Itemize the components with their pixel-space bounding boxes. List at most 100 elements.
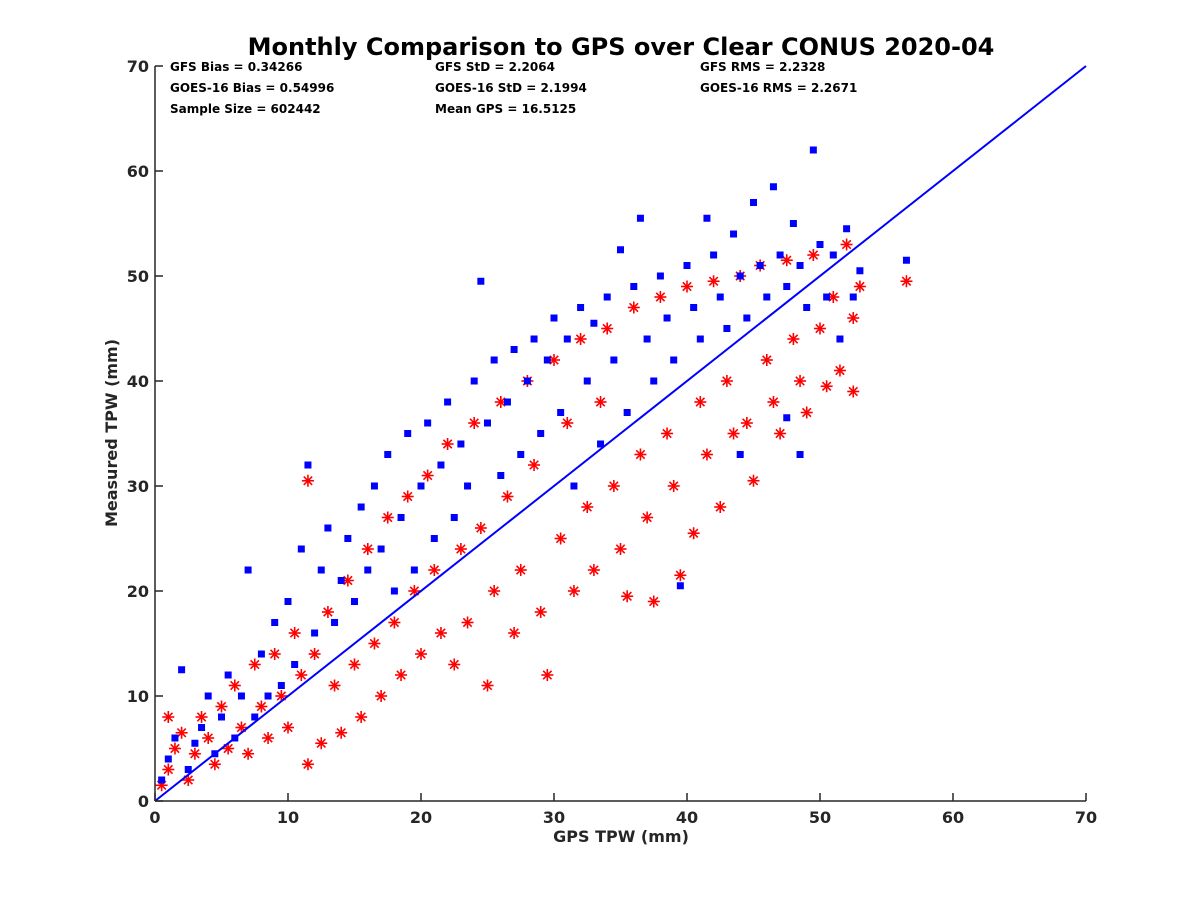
red-point-49 <box>474 522 487 534</box>
red-point-51 <box>488 585 501 597</box>
blue-point-30 <box>357 503 365 511</box>
blue-point-88 <box>743 314 751 322</box>
y-axis-label: Measured TPW (mm) <box>102 339 121 527</box>
blue-point-47 <box>470 377 478 385</box>
red-point-15 <box>255 700 268 713</box>
y-tick-label-1: 10 <box>127 687 149 706</box>
blue-point-25 <box>324 524 332 532</box>
x-axis-ticks: 0 10 20 30 40 50 60 70 <box>149 793 1097 827</box>
red-point-32 <box>361 543 374 555</box>
blue-point-16 <box>264 692 272 700</box>
red-point-5 <box>188 747 201 760</box>
red-point-48 <box>468 417 481 429</box>
red-point-1 <box>162 763 175 776</box>
blue-point-55 <box>523 377 531 385</box>
blue-point-1 <box>164 755 172 763</box>
stat-text-5: GOES-16 RMS = 2.2671 <box>700 81 857 95</box>
red-point-14 <box>248 658 261 671</box>
red-point-25 <box>315 737 328 750</box>
red-point-75 <box>647 595 660 608</box>
blue-point-58 <box>543 356 551 364</box>
red-point-84 <box>707 275 720 288</box>
blue-point-63 <box>577 304 585 311</box>
red-point-57 <box>528 459 541 471</box>
blue-point-28 <box>344 535 352 542</box>
stat-text-4: GOES-16 StD = 2.1994 <box>435 81 587 95</box>
blue-point-50 <box>490 356 498 364</box>
red-point-106 <box>853 280 866 293</box>
red-point-77 <box>661 427 674 440</box>
red-point-54 <box>508 627 521 639</box>
x-tick-label-5: 50 <box>809 808 831 827</box>
red-point-6 <box>195 711 208 723</box>
red-point-47 <box>461 616 474 629</box>
blue-point-76 <box>663 314 671 322</box>
x-axis-label: GPS TPW (mm) <box>553 827 689 846</box>
blue-point-37 <box>404 430 412 437</box>
stat-text-0: GFS Bias = 0.34266 <box>170 60 302 74</box>
blue-point-82 <box>703 214 711 222</box>
red-point-63 <box>567 585 580 597</box>
blue-point-38 <box>410 566 418 574</box>
blue-point-108 <box>783 414 791 422</box>
blue-point-65 <box>590 319 598 327</box>
blue-point-99 <box>816 241 824 248</box>
red-point-16 <box>262 732 275 744</box>
red-point-72 <box>627 301 640 314</box>
red-point-2 <box>168 742 181 755</box>
red-point-64 <box>574 333 587 345</box>
one-to-one-line <box>154 65 1087 802</box>
red-point-62 <box>561 417 574 429</box>
red-point-66 <box>587 564 600 576</box>
red-point-67 <box>594 396 607 408</box>
red-point-69 <box>607 480 620 492</box>
stat-text-7: Mean GPS = 16.5125 <box>435 102 576 116</box>
red-point-27 <box>328 679 341 692</box>
red-point-83 <box>700 448 713 461</box>
stat-text-6: Sample Size = 602442 <box>170 102 321 116</box>
red-point-99 <box>807 249 820 261</box>
blue-point-32 <box>370 482 378 490</box>
red-point-41 <box>421 469 434 482</box>
blue-point-22 <box>304 461 312 469</box>
red-point-22 <box>301 758 314 771</box>
y-tick-label-0: 0 <box>138 792 149 811</box>
red-point-109 <box>162 711 175 723</box>
red-point-108 <box>900 275 913 288</box>
red-point-55 <box>514 564 527 576</box>
y-tick-label-2: 20 <box>127 582 149 601</box>
blue-point-0 <box>158 776 166 784</box>
blue-point-45 <box>457 440 465 448</box>
red-point-89 <box>740 417 753 429</box>
blue-point-89 <box>750 199 757 206</box>
red-point-100 <box>814 322 826 335</box>
red-point-90 <box>747 474 760 487</box>
blue-point-18 <box>277 682 285 689</box>
blue-point-70 <box>623 409 631 416</box>
blue-point-49 <box>484 419 491 427</box>
blue-point-102 <box>836 335 844 343</box>
red-point-70 <box>614 543 627 555</box>
red-point-34 <box>375 690 388 702</box>
blue-point-53 <box>510 346 518 353</box>
red-point-35 <box>381 511 394 524</box>
red-point-102 <box>827 291 840 303</box>
blue-point-43 <box>444 398 452 406</box>
blue-point-67 <box>603 293 611 301</box>
blue-point-62 <box>570 482 578 490</box>
blue-point-29 <box>351 598 358 605</box>
x-tick-label-2: 20 <box>410 808 432 827</box>
blue-point-75 <box>656 272 664 280</box>
blue-point-61 <box>563 335 571 343</box>
blue-point-106 <box>902 256 910 264</box>
red-point-107 <box>847 385 860 398</box>
blue-point-68 <box>610 356 618 364</box>
red-point-40 <box>415 648 427 660</box>
blue-point-12 <box>237 692 245 700</box>
blue-point-80 <box>690 304 698 311</box>
blue-point-4 <box>184 766 192 773</box>
blue-point-31 <box>364 566 372 574</box>
blue-point-84 <box>716 293 724 301</box>
red-point-17 <box>268 648 281 660</box>
blue-point-52 <box>503 398 511 406</box>
